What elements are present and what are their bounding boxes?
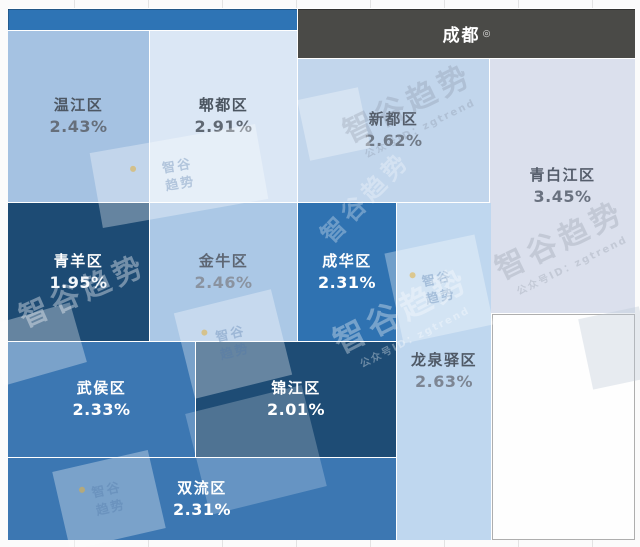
district-label: 青羊区 bbox=[53, 251, 104, 270]
header-band bbox=[8, 9, 297, 30]
district-value: 2.46% bbox=[194, 272, 253, 292]
district-label: 青白江区 bbox=[529, 165, 596, 184]
district-value: 2.63% bbox=[414, 372, 473, 392]
district-label: 成华区 bbox=[322, 251, 372, 270]
district-value: 2.33% bbox=[72, 400, 131, 420]
district-value: 3.45% bbox=[533, 186, 592, 206]
treemap-cell-wuhou: 武侯区 2.33% bbox=[8, 342, 195, 457]
title-mark: ◎ bbox=[482, 28, 491, 39]
treemap-cell-longquanyi: 龙泉驿区 2.63% bbox=[397, 203, 491, 540]
empty-cell bbox=[492, 314, 635, 540]
treemap-cell-chenghua: 成华区 2.31% bbox=[298, 203, 396, 341]
district-label: 金牛区 bbox=[198, 251, 249, 270]
district-value: 2.91% bbox=[194, 117, 253, 137]
district-value: 2.31% bbox=[172, 499, 231, 519]
chengdu-title: 成都 bbox=[442, 26, 481, 46]
district-label: 武侯区 bbox=[76, 379, 127, 398]
treemap-cell-xindu: 新都区 2.62% bbox=[298, 59, 489, 202]
treemap-cell-qingyang: 青羊区 1.95% bbox=[8, 203, 149, 341]
district-label: 锦江区 bbox=[271, 379, 321, 398]
district-value: 2.62% bbox=[364, 131, 423, 151]
treemap-cell-shuangliu: 双流区 2.31% bbox=[8, 458, 396, 540]
district-label: 新都区 bbox=[368, 110, 419, 129]
chengdu-header: 成都 ◎ bbox=[298, 9, 635, 58]
treemap-cell-qingbaijiang: 青白江区 3.45% bbox=[490, 59, 635, 313]
district-label: 温江区 bbox=[53, 96, 104, 115]
district-value: 2.31% bbox=[317, 272, 376, 292]
district-value: 2.01% bbox=[266, 400, 325, 420]
treemap-cell-pidu: 郫都区 2.91% bbox=[150, 31, 297, 202]
district-value: 1.95% bbox=[49, 272, 108, 292]
district-value: 2.43% bbox=[49, 117, 108, 137]
treemap-cell-jinjiang: 锦江区 2.01% bbox=[196, 342, 396, 457]
district-label: 龙泉驿区 bbox=[410, 351, 477, 370]
treemap-cell-wenjiang: 温江区 2.43% bbox=[8, 31, 149, 202]
district-label: 郫都区 bbox=[198, 96, 249, 115]
district-label: 双流区 bbox=[177, 478, 227, 497]
treemap-cell-jinniu: 金牛区 2.46% bbox=[150, 203, 297, 341]
